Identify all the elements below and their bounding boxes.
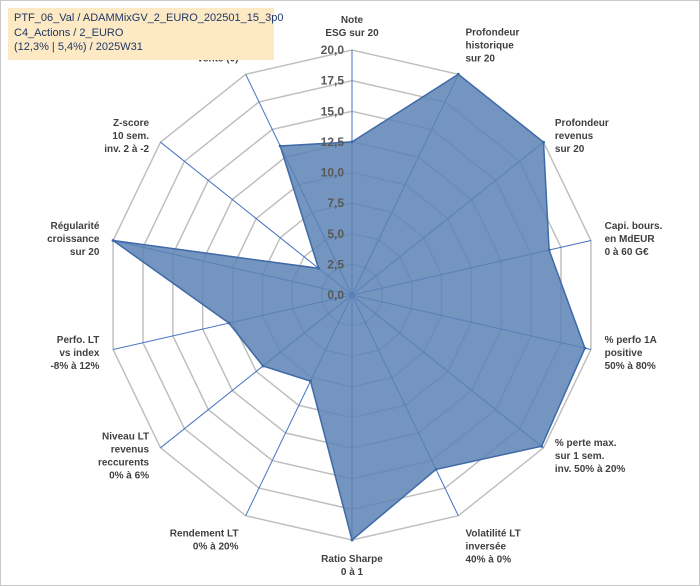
axis-label: Profondeur historique sur 20 (466, 28, 520, 65)
tick-label: 0,0 (327, 288, 344, 302)
axis-label-line: Régularité (50, 221, 99, 232)
axis-label: Volatilité LT inversée 40% à 0% (466, 529, 521, 566)
axis-label-line: 50% à 80% (605, 361, 656, 372)
axis-label-line: sur 20 (466, 54, 496, 65)
data-point (456, 72, 460, 76)
axis-label-line: % perfo 1A (605, 335, 657, 346)
tick-label: 12,5 (321, 135, 345, 149)
axis-label-line: 40% à 0% (466, 555, 512, 566)
axis-label-line: Niveau LT (102, 432, 149, 443)
axis-label: % perte max. sur 1 sem. inv. 50% à 20% (555, 438, 626, 475)
axis-label-line: reccurents (98, 458, 150, 469)
axis-label-line: en MdEUR (605, 234, 656, 245)
data-point (350, 538, 354, 542)
axis-label-line: inversée (466, 542, 507, 553)
axis-label-line: -8% à 12% (50, 361, 99, 372)
axis-label-line: Perfo. LT (57, 335, 100, 346)
tick-label: 20,0 (321, 43, 345, 57)
axis-label-line: 0% à 20% (193, 542, 239, 553)
axis-label-line: Z-score (113, 118, 150, 129)
tick-label: 5,0 (327, 227, 344, 241)
axis-label: Niveau LT revenus reccurents 0% à 6% (98, 432, 150, 482)
axis-label-line: 0 à 60 G€ (605, 247, 649, 258)
axis-label: Ratio Sharpe 0 à 1 (321, 554, 383, 578)
portfolio-title: PTF_06_Val / ADAMMixGV_2_EURO_202501_15_… (14, 12, 284, 24)
axis-label-line: inv. 50% à 20% (555, 464, 626, 475)
axis-label: Z-score 10 sem. inv. 2 à -2 (104, 118, 149, 155)
data-point (111, 239, 115, 242)
data-point (583, 346, 587, 350)
tick-label: 17,5 (321, 74, 345, 88)
data-point (540, 444, 544, 448)
axis-label: Perfo. LT vs index -8% à 12% (50, 335, 99, 372)
tick-label: 2,5 (327, 257, 344, 271)
series-polygon (112, 73, 586, 542)
axis-label: Note ESG sur 20 (325, 15, 379, 39)
axis-label-line: Note (341, 15, 364, 26)
axis-label-line: sur 20 (70, 247, 100, 258)
axis-label-line: inv. 2 à -2 (104, 144, 149, 155)
axis-label-line: Profondeur (466, 28, 520, 39)
portfolio-category: C4_Actions / 2_EURO (14, 26, 124, 39)
data-point (309, 379, 312, 383)
axis-label-line: vs index (59, 348, 99, 359)
tick-label: 7,5 (327, 196, 344, 210)
axis-label-line: sur 20 (555, 144, 585, 155)
axis-label-line: ESG sur 20 (325, 28, 379, 39)
axis-label-line: positive (605, 348, 643, 359)
axis-label-line: Capi. bours. (605, 221, 663, 232)
data-point (434, 467, 438, 471)
data-point (350, 140, 354, 144)
tick-label: 10,0 (321, 166, 345, 180)
axis-label-line: sur 1 sem. (555, 451, 605, 462)
data-point (278, 144, 282, 148)
axis-label-line: Profondeur (555, 118, 609, 129)
axis-label-line: % perte max. (555, 438, 617, 449)
axis-label-line: revenus (555, 131, 594, 142)
axis-label-line: 10 sem. (112, 131, 149, 142)
axis-label-line: Rendement LT (170, 529, 239, 540)
axis-label-line: historique (466, 41, 515, 52)
axis-label: Capi. bours. en MdEUR 0 à 60 G€ (605, 221, 663, 258)
data-point (227, 321, 231, 325)
axis-label-line: 0% à 6% (109, 471, 149, 482)
data-point (261, 364, 265, 368)
data-point (547, 248, 551, 252)
portfolio-info-box: PTF_06_Val / ADAMMixGV_2_EURO_202501_15_… (8, 8, 284, 60)
axis-label: Rendement LT 0% à 20% (170, 529, 239, 553)
axis-label: Profondeur revenus sur 20 (555, 118, 609, 155)
data-point (317, 266, 320, 270)
axis-label: Régularité croissance sur 20 (47, 221, 100, 258)
axis-label-line: 0 à 1 (341, 567, 364, 578)
axis-label: % perfo 1A positive 50% à 80% (605, 335, 657, 372)
axis-label-line: Ratio Sharpe (321, 554, 383, 565)
axis-label-line: croissance (47, 234, 100, 245)
axis-label-line: Volatilité LT (466, 529, 521, 540)
portfolio-stats: (12,3% | 5,4%) / 2025W31 (14, 41, 143, 53)
axis-label-line: revenus (111, 445, 150, 456)
tick-label: 15,0 (321, 104, 345, 118)
data-point (542, 140, 545, 144)
